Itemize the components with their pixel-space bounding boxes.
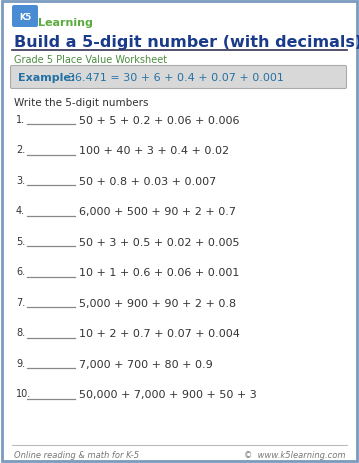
Text: 1.: 1. (16, 115, 25, 125)
Text: 5,000 + 900 + 90 + 2 + 0.8: 5,000 + 900 + 90 + 2 + 0.8 (79, 298, 236, 308)
Text: 5.: 5. (16, 237, 25, 246)
Text: 100 + 40 + 3 + 0.4 + 0.02: 100 + 40 + 3 + 0.4 + 0.02 (79, 146, 229, 156)
Text: 36.471 = 30 + 6 + 0.4 + 0.07 + 0.001: 36.471 = 30 + 6 + 0.4 + 0.07 + 0.001 (68, 73, 284, 83)
Text: 50 + 0.8 + 0.03 + 0.007: 50 + 0.8 + 0.03 + 0.007 (79, 176, 216, 187)
FancyBboxPatch shape (12, 6, 38, 28)
Text: 7.: 7. (16, 297, 25, 307)
Text: 10.: 10. (16, 388, 31, 399)
Text: Online reading & math for K-5: Online reading & math for K-5 (14, 450, 139, 459)
Text: 50 + 5 + 0.2 + 0.06 + 0.006: 50 + 5 + 0.2 + 0.06 + 0.006 (79, 116, 239, 126)
Text: 10 + 1 + 0.6 + 0.06 + 0.001: 10 + 1 + 0.6 + 0.06 + 0.001 (79, 268, 239, 278)
Text: K5: K5 (19, 13, 31, 21)
Text: 8.: 8. (16, 328, 25, 338)
Text: Example:: Example: (18, 73, 87, 83)
Text: 7,000 + 700 + 80 + 0.9: 7,000 + 700 + 80 + 0.9 (79, 359, 213, 369)
Text: ©  www.k5learning.com: © www.k5learning.com (244, 450, 346, 459)
Text: 50,000 + 7,000 + 900 + 50 + 3: 50,000 + 7,000 + 900 + 50 + 3 (79, 390, 257, 400)
Text: Grade 5 Place Value Worksheet: Grade 5 Place Value Worksheet (14, 55, 167, 65)
Text: Write the 5-digit numbers: Write the 5-digit numbers (14, 98, 149, 108)
Text: 50 + 3 + 0.5 + 0.02 + 0.005: 50 + 3 + 0.5 + 0.02 + 0.005 (79, 238, 239, 247)
Text: 9.: 9. (16, 358, 25, 368)
Text: Build a 5-digit number (with decimals): Build a 5-digit number (with decimals) (14, 36, 359, 50)
Text: 10 + 2 + 0.7 + 0.07 + 0.004: 10 + 2 + 0.7 + 0.07 + 0.004 (79, 329, 240, 339)
Text: 6,000 + 500 + 90 + 2 + 0.7: 6,000 + 500 + 90 + 2 + 0.7 (79, 207, 236, 217)
Text: 4.: 4. (16, 206, 25, 216)
Text: 6.: 6. (16, 267, 25, 277)
Text: 2.: 2. (16, 145, 25, 155)
Text: 3.: 3. (16, 175, 25, 186)
Text: Learning: Learning (38, 18, 93, 28)
FancyBboxPatch shape (10, 66, 346, 89)
